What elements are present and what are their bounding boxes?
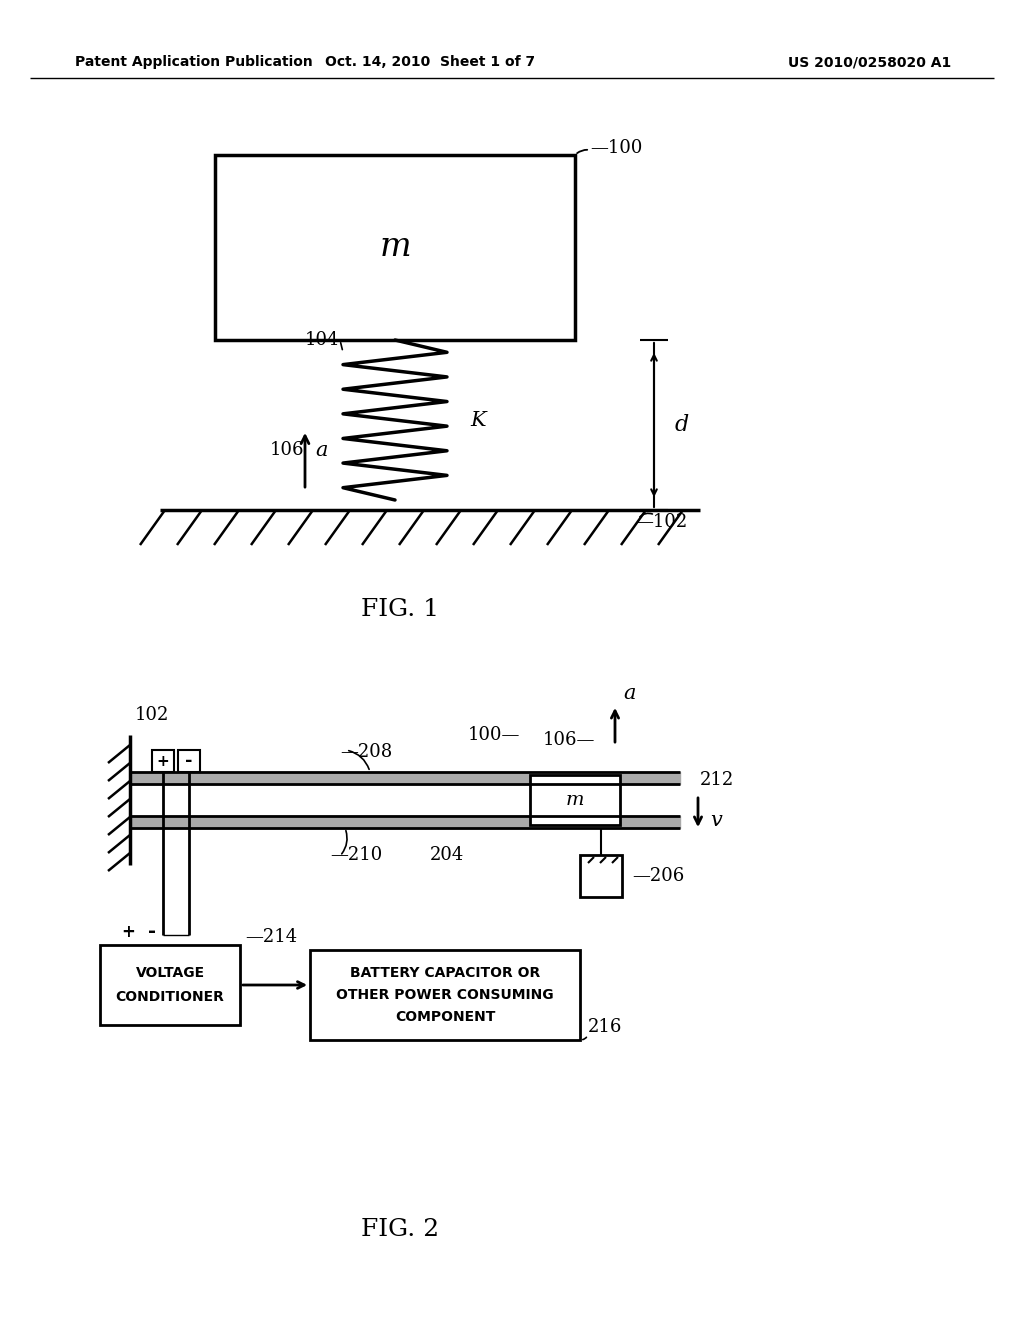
Text: m: m [565, 791, 585, 809]
Text: Patent Application Publication: Patent Application Publication [75, 55, 312, 69]
Bar [310, 950, 580, 1040]
Bar [152, 750, 174, 772]
Bar [178, 750, 200, 772]
Text: a: a [315, 441, 328, 459]
Text: —214: —214 [245, 928, 297, 946]
Text: 106: 106 [270, 441, 304, 459]
Bar [215, 154, 575, 341]
Text: —102: —102 [635, 513, 687, 531]
Text: -: - [148, 921, 156, 941]
Text: —210: —210 [330, 846, 382, 865]
Text: m: m [379, 231, 411, 264]
Text: 106—: 106— [543, 731, 595, 748]
Text: OTHER POWER CONSUMING: OTHER POWER CONSUMING [336, 987, 554, 1002]
Text: 104: 104 [305, 331, 339, 348]
Text: 212: 212 [700, 771, 734, 789]
Text: —208: —208 [340, 743, 392, 762]
Text: COMPONENT: COMPONENT [395, 1010, 496, 1024]
Text: v: v [710, 810, 722, 829]
Text: 204: 204 [430, 846, 464, 865]
Text: d: d [675, 414, 689, 436]
Bar [580, 855, 622, 898]
Text: K: K [470, 411, 485, 429]
Bar [100, 945, 240, 1026]
Text: Oct. 14, 2010  Sheet 1 of 7: Oct. 14, 2010 Sheet 1 of 7 [325, 55, 536, 69]
Text: —100: —100 [590, 139, 642, 157]
Text: 100—: 100— [468, 726, 520, 744]
Text: a: a [623, 684, 636, 704]
Bar [530, 775, 620, 825]
Text: 216: 216 [588, 1018, 623, 1036]
Text: +: + [157, 754, 169, 768]
Text: 102: 102 [135, 706, 169, 723]
Text: FIG. 1: FIG. 1 [361, 598, 439, 622]
Text: FIG. 2: FIG. 2 [360, 1218, 439, 1242]
Text: US 2010/0258020 A1: US 2010/0258020 A1 [788, 55, 951, 69]
Text: —206: —206 [632, 867, 684, 884]
Text: VOLTAGE: VOLTAGE [135, 966, 205, 979]
Text: CONDITIONER: CONDITIONER [116, 990, 224, 1005]
Text: +: + [121, 923, 135, 941]
Text: -: - [185, 752, 193, 770]
Text: BATTERY CAPACITOR OR: BATTERY CAPACITOR OR [350, 966, 540, 979]
